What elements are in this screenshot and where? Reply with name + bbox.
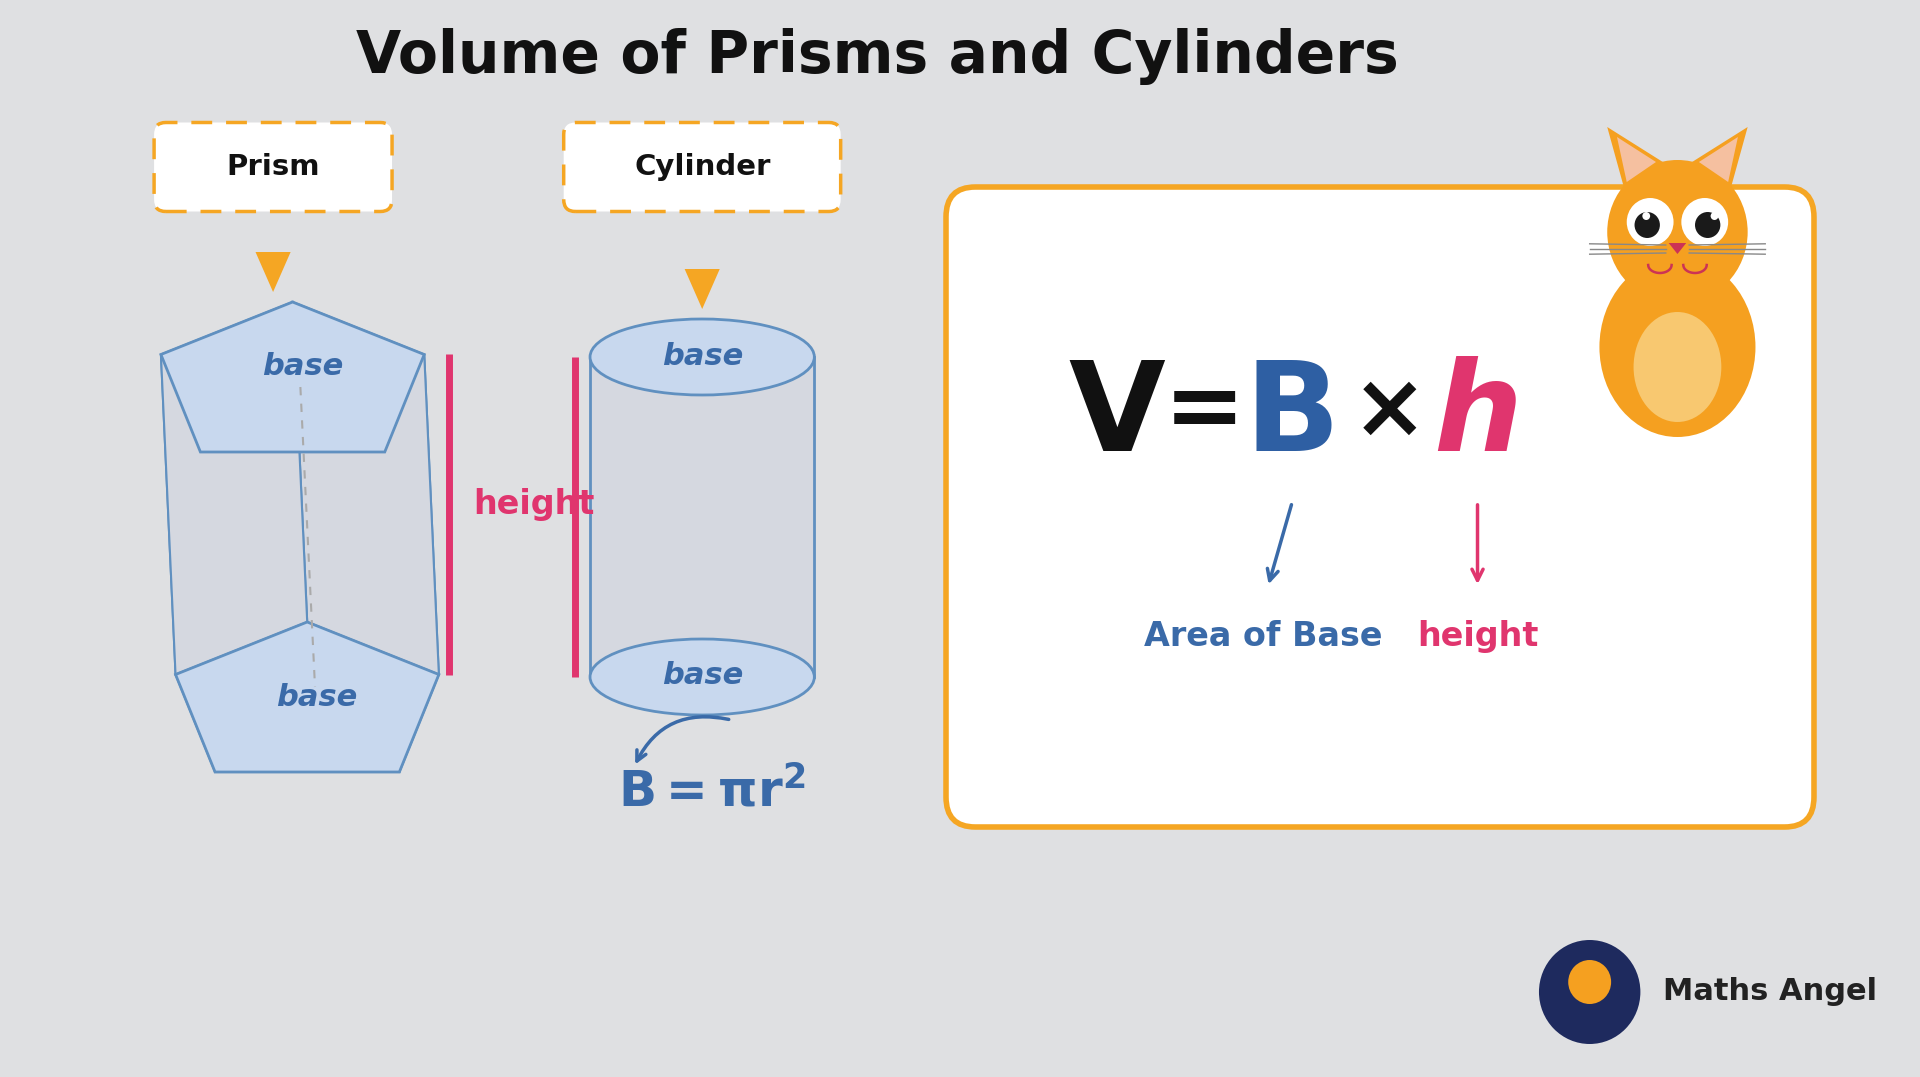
Polygon shape bbox=[292, 302, 440, 674]
Polygon shape bbox=[1668, 243, 1686, 254]
Text: ×: × bbox=[1352, 368, 1428, 456]
Polygon shape bbox=[255, 252, 290, 292]
Circle shape bbox=[1711, 212, 1718, 220]
Text: base: base bbox=[662, 660, 743, 689]
Ellipse shape bbox=[1599, 257, 1755, 437]
Text: =: = bbox=[1164, 365, 1246, 459]
Polygon shape bbox=[1607, 127, 1663, 187]
Bar bbox=[589, 356, 814, 677]
Ellipse shape bbox=[589, 639, 814, 715]
Text: V: V bbox=[1068, 356, 1165, 477]
Circle shape bbox=[1642, 212, 1649, 220]
Polygon shape bbox=[175, 623, 440, 772]
Text: base: base bbox=[261, 352, 344, 381]
Circle shape bbox=[1695, 212, 1720, 238]
Polygon shape bbox=[161, 302, 424, 452]
Circle shape bbox=[1540, 940, 1640, 1044]
Polygon shape bbox=[685, 269, 720, 309]
Text: Cylinder: Cylinder bbox=[634, 153, 770, 181]
Text: base: base bbox=[662, 342, 743, 372]
FancyBboxPatch shape bbox=[154, 123, 392, 211]
Polygon shape bbox=[1617, 137, 1655, 182]
Circle shape bbox=[1607, 160, 1747, 304]
Polygon shape bbox=[1692, 127, 1747, 187]
Circle shape bbox=[1682, 198, 1728, 246]
Circle shape bbox=[1626, 198, 1674, 246]
Text: h: h bbox=[1432, 356, 1523, 477]
Ellipse shape bbox=[589, 319, 814, 395]
Text: Maths Angel: Maths Angel bbox=[1663, 978, 1878, 1007]
Text: Volume of Prisms and Cylinders: Volume of Prisms and Cylinders bbox=[357, 28, 1400, 85]
Text: $\mathbf{B = \pi r^2}$: $\mathbf{B = \pi r^2}$ bbox=[618, 768, 806, 816]
Circle shape bbox=[1634, 212, 1661, 238]
Text: height: height bbox=[472, 488, 595, 521]
Text: B: B bbox=[1244, 356, 1340, 477]
Polygon shape bbox=[161, 302, 307, 674]
Polygon shape bbox=[161, 354, 215, 772]
Text: Prism: Prism bbox=[227, 153, 321, 181]
Text: height: height bbox=[1417, 620, 1538, 654]
Text: Area of Base: Area of Base bbox=[1144, 620, 1382, 654]
Circle shape bbox=[1569, 960, 1611, 1004]
FancyBboxPatch shape bbox=[947, 187, 1814, 827]
Polygon shape bbox=[1699, 137, 1738, 182]
Polygon shape bbox=[200, 452, 399, 772]
Text: base: base bbox=[276, 683, 357, 712]
Polygon shape bbox=[384, 354, 440, 772]
Ellipse shape bbox=[1634, 312, 1722, 422]
FancyBboxPatch shape bbox=[564, 123, 841, 211]
